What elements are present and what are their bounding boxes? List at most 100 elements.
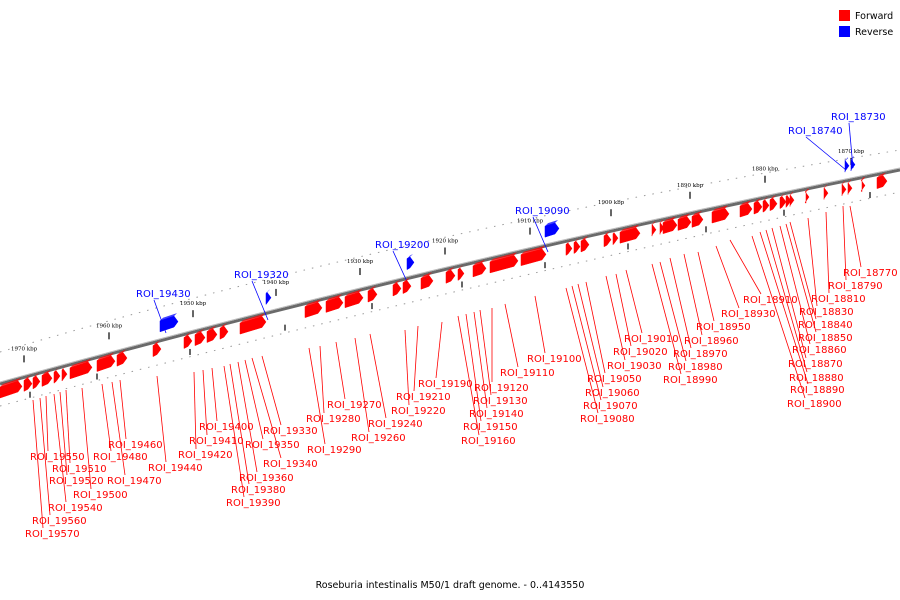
forward-gene-label: ROI_18870 — [788, 359, 843, 370]
leader-line — [779, 225, 811, 345]
forward-gene-label: ROI_19130 — [473, 396, 528, 407]
reverse-gene-roi-18730-top — [851, 156, 854, 160]
leader-line — [211, 367, 218, 422]
forward-gene-label: ROI_19330 — [263, 426, 318, 437]
leader-line — [101, 383, 112, 452]
kbp-tick-label: 1880 kbp — [752, 167, 779, 173]
forward-gene-label: ROI_19480 — [93, 452, 148, 463]
label-leader-lines — [32, 122, 862, 529]
leader-line — [659, 261, 687, 362]
forward-gene — [32, 375, 41, 390]
forward-gene-top — [566, 239, 571, 245]
legend-forward-swatch — [839, 10, 850, 21]
leader-line — [771, 227, 807, 359]
leader-line — [697, 251, 715, 322]
leader-line — [251, 280, 269, 321]
forward-gene — [194, 331, 206, 347]
forward-gene-label: ROI_18950 — [696, 322, 751, 333]
forward-gene-label: ROI_19110 — [500, 368, 555, 379]
leader-line — [32, 399, 44, 529]
forward-gene-top — [521, 245, 545, 255]
leader-line — [335, 341, 346, 400]
forward-gene-top — [740, 200, 751, 207]
forward-gene — [325, 296, 344, 313]
forward-gene-label: ROI_19280 — [306, 414, 361, 425]
forward-gene — [565, 242, 573, 256]
leader-line — [473, 311, 488, 409]
forward-gene-top — [345, 289, 362, 297]
forward-gene — [392, 282, 402, 297]
forward-gene-top — [754, 198, 761, 204]
forward-gene-top — [574, 238, 579, 243]
forward-gene-top — [207, 325, 216, 332]
forward-gene-top — [660, 219, 663, 224]
forward-gene-label: ROI_19510 — [52, 464, 107, 475]
forward-gene — [823, 186, 829, 200]
forward-gene — [651, 223, 657, 237]
reverse-gene-label: ROI_18740 — [788, 126, 843, 137]
reverse-gene-roi-18740-top — [845, 157, 848, 162]
forward-gene-top — [604, 231, 610, 236]
forward-gene-label: ROI_19400 — [199, 422, 254, 433]
reverse-gene-roi-18740 — [844, 159, 850, 173]
forward-gene-top — [678, 213, 690, 220]
forward-gene-top — [770, 195, 776, 200]
forward-gene — [779, 195, 787, 210]
forward-gene-label: ROI_19020 — [613, 347, 668, 358]
kbp-tick-label: 1960 kbp — [96, 323, 123, 329]
forward-gene-top — [393, 280, 400, 285]
forward-gene-label: ROI_19120 — [474, 383, 529, 394]
reverse-gene-roi-19320 — [265, 291, 272, 306]
leader-line — [413, 325, 419, 392]
leader-line — [45, 395, 49, 452]
reverse-gene-roi-19200 — [406, 256, 415, 271]
leader-line — [807, 217, 818, 307]
leader-line — [202, 369, 208, 436]
reverse-gene-label: ROI_19320 — [234, 270, 289, 281]
forward-gene-label: ROI_19060 — [585, 388, 640, 399]
forward-gene-label: ROI_19390 — [226, 498, 281, 509]
leader-line — [39, 397, 51, 516]
forward-gene — [860, 179, 866, 193]
forward-gene-label: ROI_18790 — [828, 281, 883, 292]
leader-line — [457, 315, 480, 436]
forward-gene-top — [652, 221, 655, 226]
leader-line — [319, 345, 325, 414]
forward-gene-label: ROI_19440 — [148, 463, 203, 474]
forward-gene — [304, 302, 323, 318]
leader-line — [715, 245, 740, 309]
forward-gene-top — [712, 205, 728, 213]
leader-line — [156, 375, 167, 463]
forward-gene-top — [220, 323, 227, 329]
kbp-tick-label: 1920 kbp — [432, 239, 459, 245]
leader-line — [81, 387, 92, 490]
forward-gene-label: ROI_19360 — [239, 473, 294, 484]
forward-gene-top — [326, 294, 342, 302]
forward-gene-top — [620, 224, 639, 233]
forward-gene-top — [663, 216, 676, 223]
forward-gene — [804, 191, 810, 204]
forward-gene-top — [692, 210, 702, 217]
forward-gene — [116, 352, 128, 367]
forward-gene-label: ROI_19190 — [418, 379, 473, 390]
reverse-gene-roi-19430-top — [160, 313, 177, 321]
forward-gene — [691, 213, 704, 228]
forward-gene — [573, 240, 581, 255]
genome-backbone-highlight — [0, 167, 900, 383]
forward-gene-label: ROI_18830 — [799, 307, 854, 318]
forward-gene-top — [763, 196, 768, 202]
leader-line — [729, 239, 762, 295]
leader-line — [354, 337, 370, 433]
reverse-gene-roi-19430 — [159, 315, 179, 333]
forward-gene — [183, 335, 193, 349]
forward-gene-top — [861, 177, 865, 181]
leader-line — [615, 273, 632, 347]
forward-gene — [457, 267, 465, 281]
forward-gene-top — [0, 377, 21, 387]
leader-line — [193, 371, 197, 450]
forward-gene-label: ROI_19140 — [469, 409, 524, 420]
forward-gene-top — [421, 272, 432, 279]
forward-gene-label: ROI_19500 — [73, 490, 128, 501]
forward-gene — [489, 255, 519, 274]
